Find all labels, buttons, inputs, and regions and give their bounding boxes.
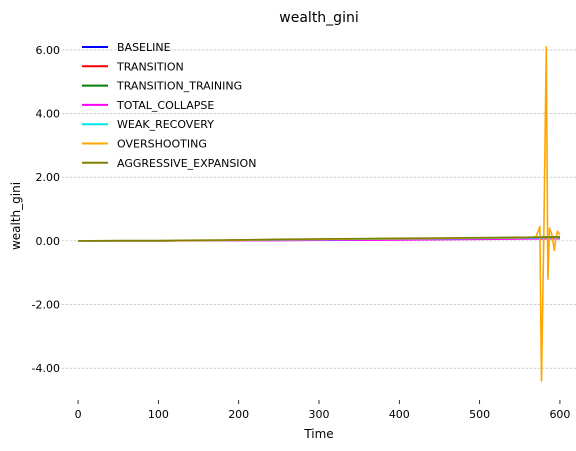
legend-label: TRANSITION_TRAINING: [116, 80, 242, 93]
series-line-aggressive-expansion: [78, 236, 560, 242]
y-axis: -4.00 -2.00 0.00 2.00 4.00 6.00: [32, 44, 60, 375]
legend-label: TRANSITION: [116, 60, 184, 73]
legend-label: OVERSHOOTING: [117, 138, 207, 151]
series-line-overshooting: [78, 45, 561, 382]
chart-title: wealth_gini: [279, 10, 358, 26]
y-tick-label: 0.00: [36, 235, 61, 248]
grid-lines: [62, 49, 576, 369]
series-lines: [78, 45, 561, 382]
x-tick-label: 300: [309, 408, 330, 421]
legend-label: WEAK_RECOVERY: [117, 118, 214, 131]
x-tick-label: 400: [389, 408, 410, 421]
legend-label: TOTAL_COLLAPSE: [116, 99, 214, 112]
y-tick-label: -2.00: [32, 299, 60, 312]
legend-label: AGGRESSIVE_EXPANSION: [117, 157, 256, 170]
x-tick-label: 500: [469, 408, 490, 421]
x-axis-label: Time: [303, 427, 333, 441]
x-tick-label: 600: [549, 408, 570, 421]
y-tick-label: 6.00: [36, 44, 61, 57]
y-tick-label: 2.00: [36, 171, 61, 184]
x-axis: 0 100 200 300 400 500 600: [75, 400, 570, 421]
x-tick-label: 0: [75, 408, 82, 421]
y-tick-label: 4.00: [36, 108, 61, 121]
legend-label: BASELINE: [117, 41, 171, 54]
x-tick-label: 200: [228, 408, 249, 421]
x-tick-label: 100: [148, 408, 169, 421]
y-axis-label: wealth_gini: [9, 182, 23, 250]
legend: BASELINE TRANSITION TRANSITION_TRAINING TOT…: [82, 41, 256, 170]
y-tick-label: -4.00: [32, 362, 60, 375]
